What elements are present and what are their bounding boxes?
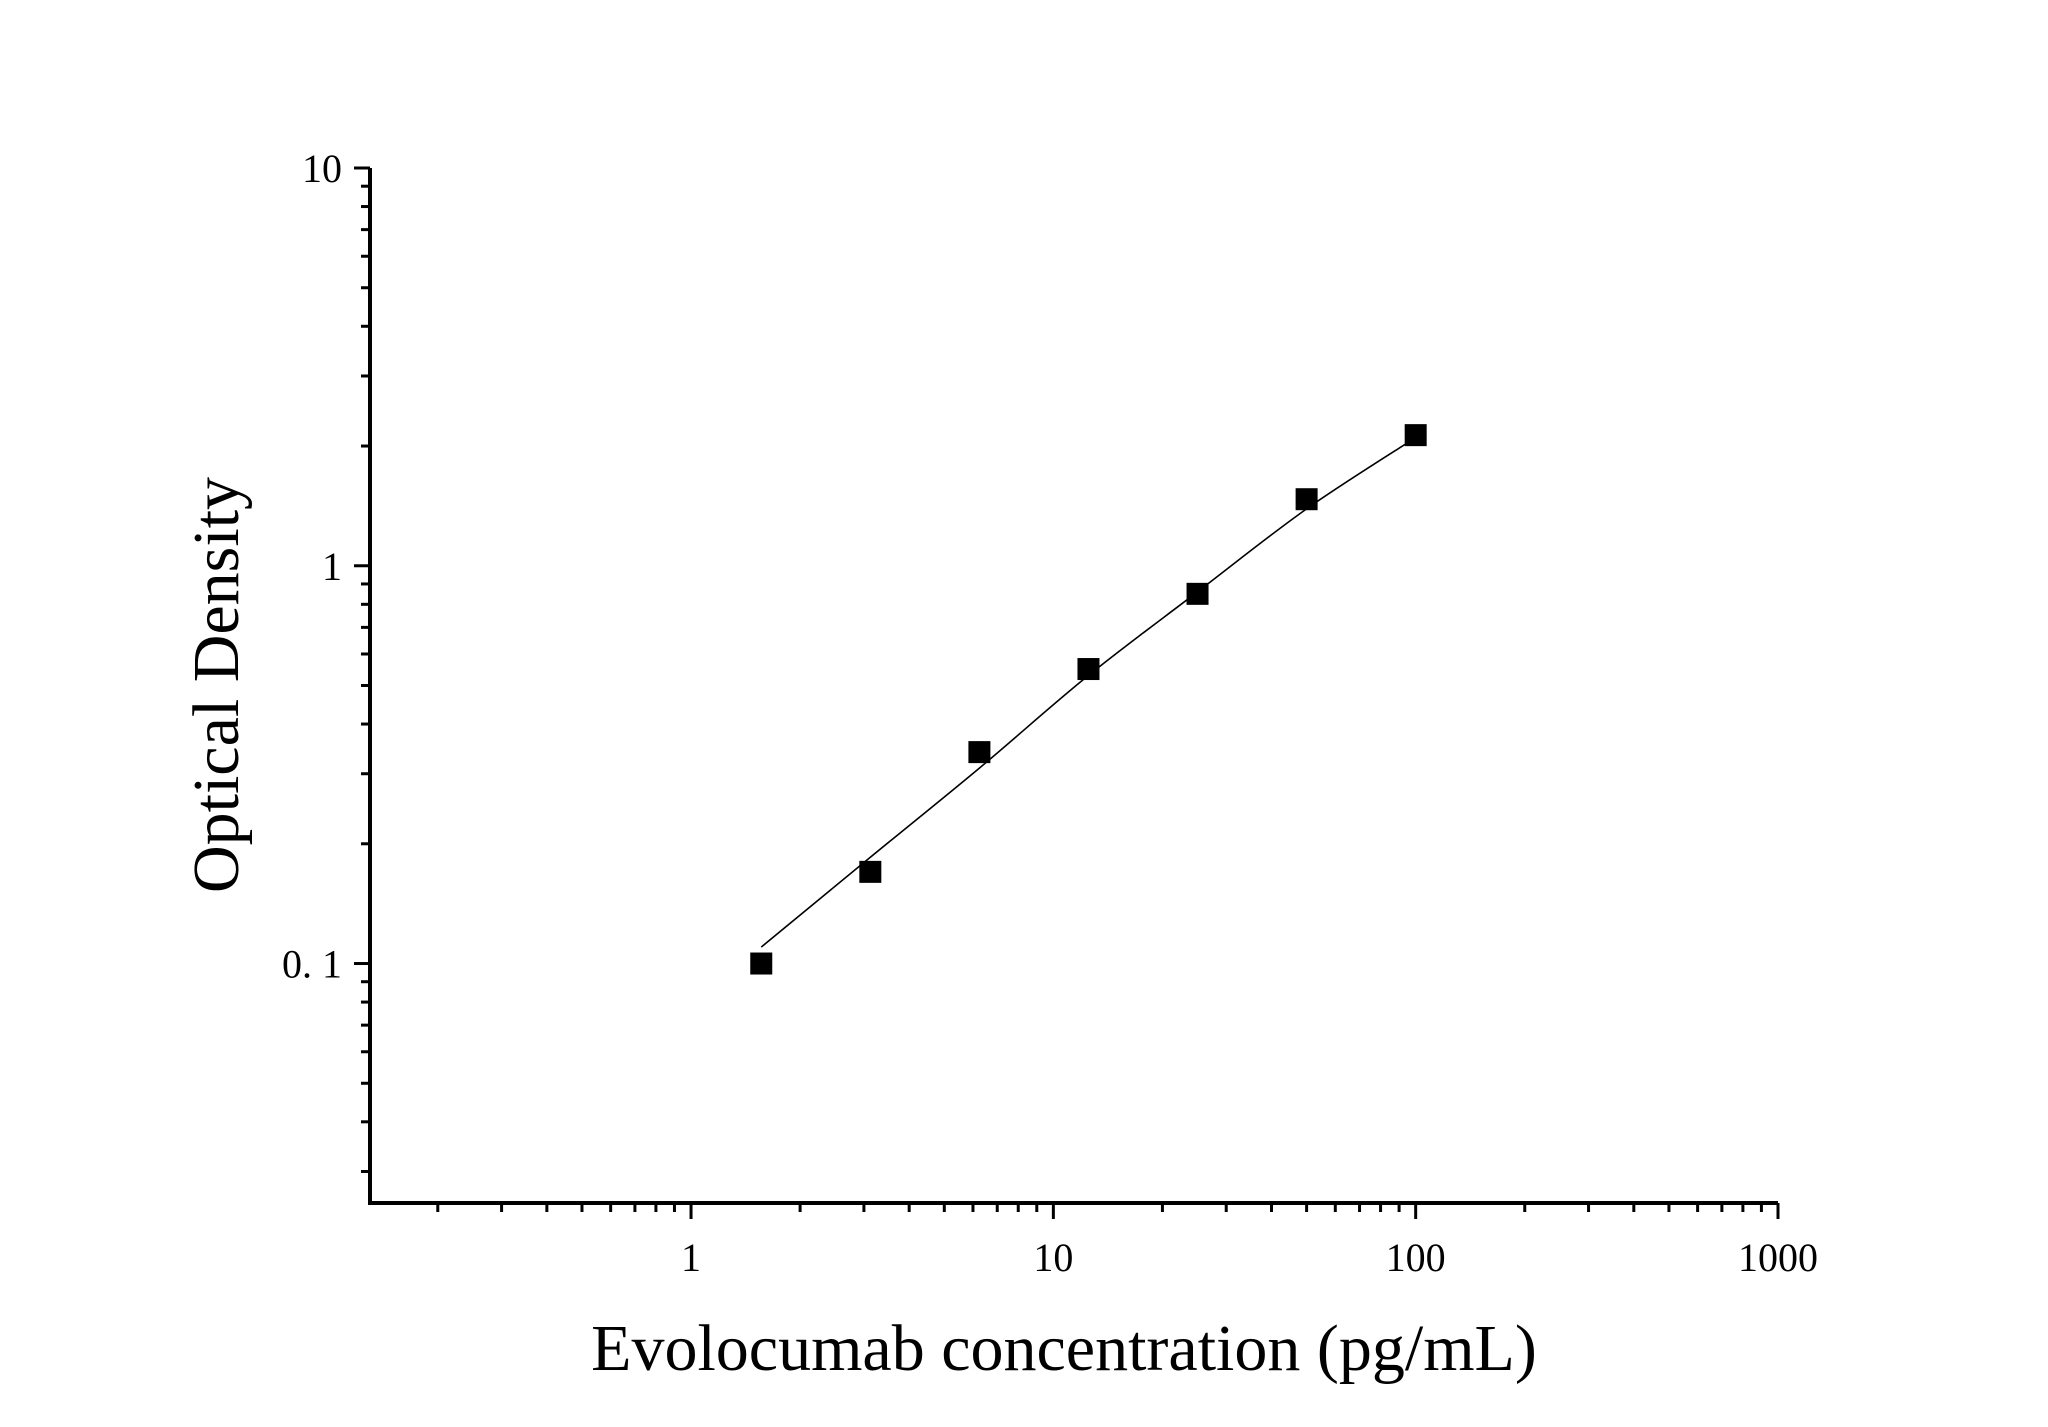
x-tick-label: 1 <box>681 1235 701 1280</box>
x-axis-title: Evolocumab concentration (pg/mL) <box>591 1312 1537 1385</box>
axes <box>368 168 1778 1205</box>
x-axis-ticks: 1 10 100 1000 <box>436 1203 1818 1280</box>
y-tick-label: 10 <box>302 146 342 191</box>
data-point-marker <box>968 741 991 764</box>
x-tick-label: 10 <box>1033 1235 1073 1280</box>
data-point-marker <box>1186 582 1209 605</box>
y-tick-label: 1 <box>322 544 342 589</box>
data-point-marker <box>1295 488 1318 511</box>
y-axis-ticks: 0. 1 1 10 <box>282 146 370 1174</box>
data-point-marker <box>859 860 882 883</box>
x-tick-label: 1000 <box>1738 1235 1818 1280</box>
x-tick-label: 100 <box>1386 1235 1446 1280</box>
y-axis-title: Optical Density <box>180 477 253 893</box>
y-tick-label: 0. 1 <box>282 942 342 987</box>
data-point-marker <box>750 952 773 975</box>
data-points <box>750 424 1427 975</box>
data-point-marker <box>1077 658 1100 681</box>
data-point-marker <box>1404 424 1427 447</box>
